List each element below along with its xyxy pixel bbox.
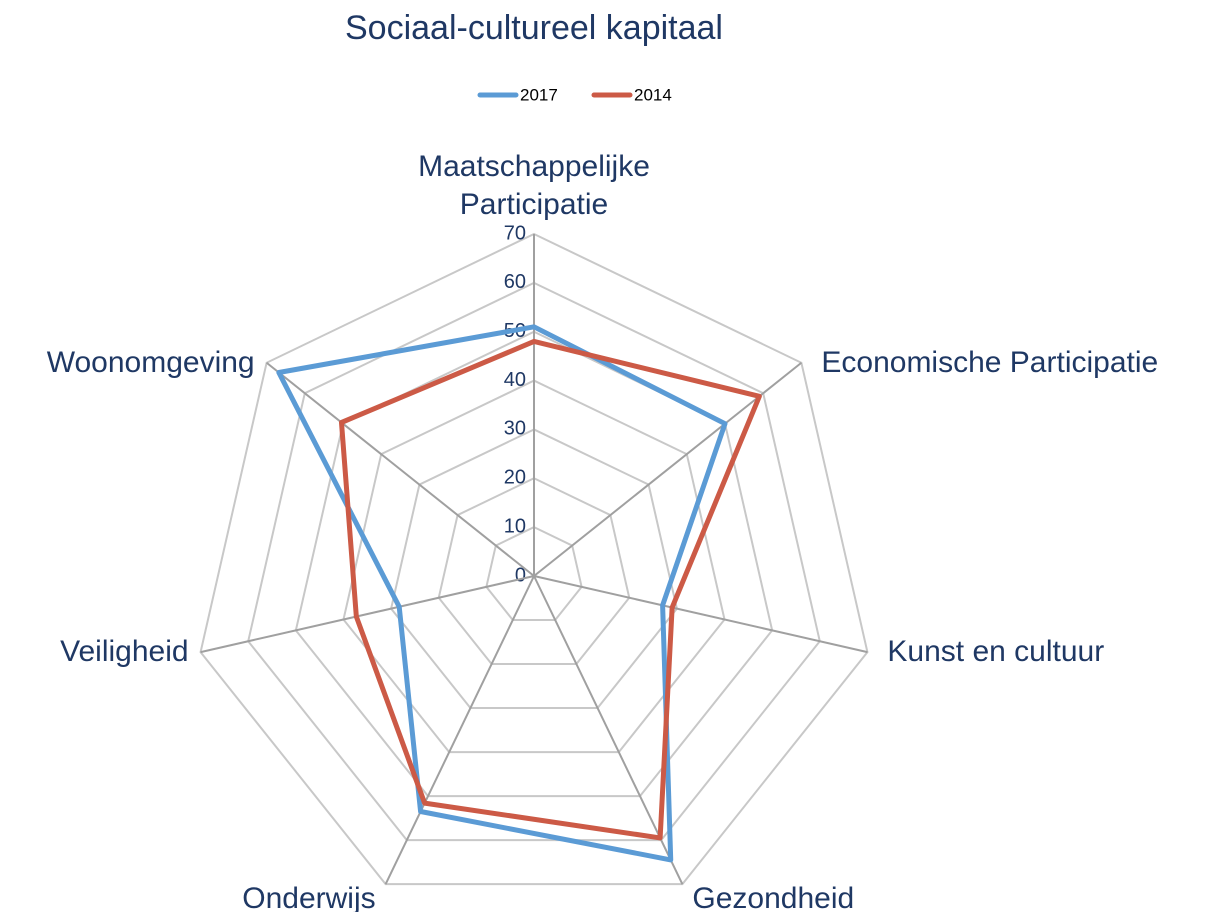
category-label: Veiligheid xyxy=(60,635,189,669)
spoke xyxy=(265,361,535,577)
series-line xyxy=(276,324,728,863)
y-tick-label: 30 xyxy=(504,418,526,440)
y-tick-label: 60 xyxy=(504,271,526,293)
y-tick-label: 70 xyxy=(504,222,526,244)
legend-label: 2017 xyxy=(520,85,558,104)
y-tick-label: 40 xyxy=(504,369,526,391)
spoke xyxy=(384,575,535,885)
category-label: Gezondheid xyxy=(692,882,855,912)
y-tick-label: 0 xyxy=(515,564,526,586)
category-label: Maatschappelijke Participatie xyxy=(418,150,650,221)
grid-ring xyxy=(342,379,726,754)
category-label: Woonomgeving xyxy=(46,345,255,379)
spoke xyxy=(533,575,868,654)
grid-ring xyxy=(437,477,631,666)
category-label: Onderwijs xyxy=(242,882,376,912)
chart-title: Sociaal-cultureel kapitaal xyxy=(345,9,723,47)
y-tick-label: 10 xyxy=(504,515,526,537)
grid-ring xyxy=(390,428,678,710)
spoke xyxy=(533,575,684,885)
spoke xyxy=(200,575,535,654)
grid-ring xyxy=(199,232,869,886)
category-label: Economische Participatie xyxy=(821,345,1159,379)
legend-label: 2014 xyxy=(634,85,672,104)
y-tick-label: 20 xyxy=(504,467,526,489)
grid-ring xyxy=(485,526,583,622)
grid-ring xyxy=(247,281,821,842)
series-line xyxy=(338,338,762,841)
category-label: Kunst en cultuur xyxy=(887,635,1105,669)
